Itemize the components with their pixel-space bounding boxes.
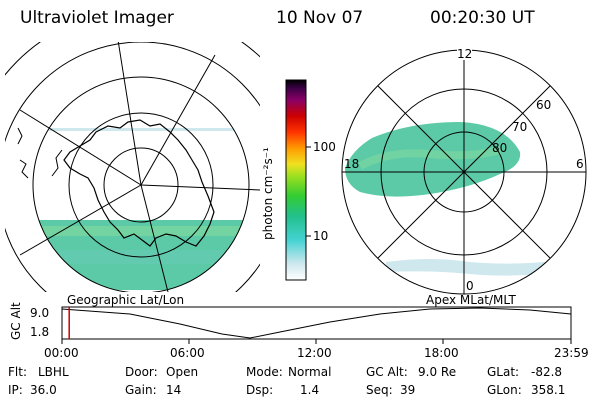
map-boundary <box>32 76 250 292</box>
antarctica-outline <box>63 119 215 247</box>
emission-oval-right <box>345 122 521 197</box>
timeline-xtick-0600: 06:00 <box>170 346 205 360</box>
mlat-label-70: 70 <box>512 120 528 134</box>
status-glon-label: GLon: <box>487 383 522 397</box>
timeline-ytick-max: 9.0 <box>30 306 50 320</box>
mlt-label-18: 18 <box>344 157 360 171</box>
mlat-label-60: 60 <box>536 98 552 112</box>
right-panel-caption: Apex MLat/MLT <box>426 293 516 307</box>
mlat-label-80: 80 <box>492 141 508 155</box>
left-panel-caption: Geographic Lat/Lon <box>67 293 185 307</box>
colorbar-tick-100: 100 <box>313 140 336 154</box>
mlt-label-12: 12 <box>457 47 473 61</box>
timeline-xtick-0000: 00:00 <box>44 346 79 360</box>
colorbar-scale <box>285 79 307 281</box>
status-door-value: Open <box>166 365 199 379</box>
header-date: 10 Nov 07 <box>276 8 364 28</box>
status-flt-label: Flt: <box>8 365 27 379</box>
status-dsp-value: 1.4 <box>300 383 320 397</box>
status-ip-label: IP: <box>8 383 23 397</box>
mlt-label-6: 6 <box>576 157 584 171</box>
timeline-xtick-1800: 18:00 <box>424 346 459 360</box>
timeline-xtick-2359: 23:59 <box>554 346 589 360</box>
header-time: 00:20:30 UT <box>430 8 535 28</box>
status-flt-value: LBHL <box>38 365 69 379</box>
mlt-label-0: 0 <box>466 279 474 293</box>
header-title: Ultraviolet Imager <box>20 8 174 28</box>
status-ip-value: 36.0 <box>30 383 57 397</box>
status-seq-label: Seq: <box>366 383 393 397</box>
timeline-ytick-min: 1.8 <box>30 325 50 339</box>
status-glat-label: GLat: <box>487 365 520 379</box>
status-glon-value: 358.1 <box>531 383 566 397</box>
status-gcalt-label: GC Alt: <box>366 365 408 379</box>
status-gcalt-value: 9.0 Re <box>418 365 457 379</box>
status-door-label: Door: <box>125 365 158 379</box>
status-gain-value: 14 <box>166 383 182 397</box>
timeline-orbit-curve <box>61 307 572 339</box>
timeline-xtick-1200: 12:00 <box>297 346 332 360</box>
status-seq-value: 39 <box>400 383 416 397</box>
status-glat-value: -82.8 <box>531 365 563 379</box>
status-mode-label: Mode: <box>246 365 283 379</box>
status-dsp-label: Dsp: <box>246 383 274 397</box>
status-mode-value: Normal <box>288 365 332 379</box>
status-gain-label: Gain: <box>125 383 157 397</box>
colorbar-tick-10: 10 <box>313 229 329 243</box>
